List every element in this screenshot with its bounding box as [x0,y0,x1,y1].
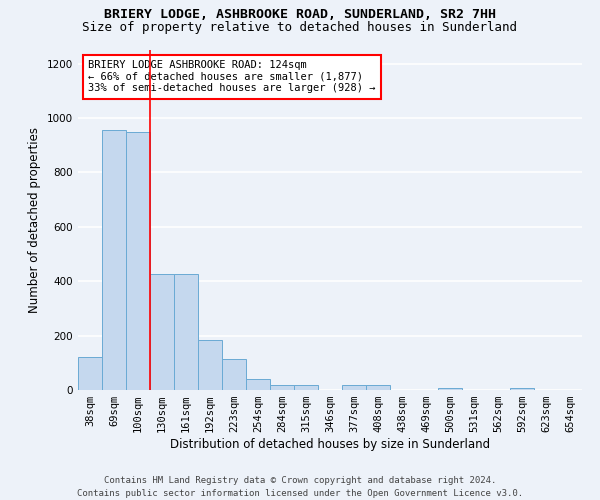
Bar [246,378,270,390]
Text: BRIERY LODGE, ASHBROOKE ROAD, SUNDERLAND, SR2 7HH: BRIERY LODGE, ASHBROOKE ROAD, SUNDERLAND… [104,8,496,20]
Bar [102,130,126,390]
Y-axis label: Number of detached properties: Number of detached properties [28,127,41,313]
Bar [126,132,150,390]
X-axis label: Distribution of detached houses by size in Sunderland: Distribution of detached houses by size … [170,438,490,451]
Text: BRIERY LODGE ASHBROOKE ROAD: 124sqm
← 66% of detached houses are smaller (1,877): BRIERY LODGE ASHBROOKE ROAD: 124sqm ← 66… [88,60,376,94]
Bar [150,274,174,390]
Bar [342,385,366,390]
Bar [366,385,390,390]
Bar [174,274,198,390]
Bar [510,388,534,390]
Bar [294,384,318,390]
Text: Size of property relative to detached houses in Sunderland: Size of property relative to detached ho… [83,21,517,34]
Bar [198,340,222,390]
Text: Contains HM Land Registry data © Crown copyright and database right 2024.
Contai: Contains HM Land Registry data © Crown c… [77,476,523,498]
Bar [222,358,246,390]
Bar [438,388,462,390]
Bar [78,358,102,390]
Bar [270,384,294,390]
